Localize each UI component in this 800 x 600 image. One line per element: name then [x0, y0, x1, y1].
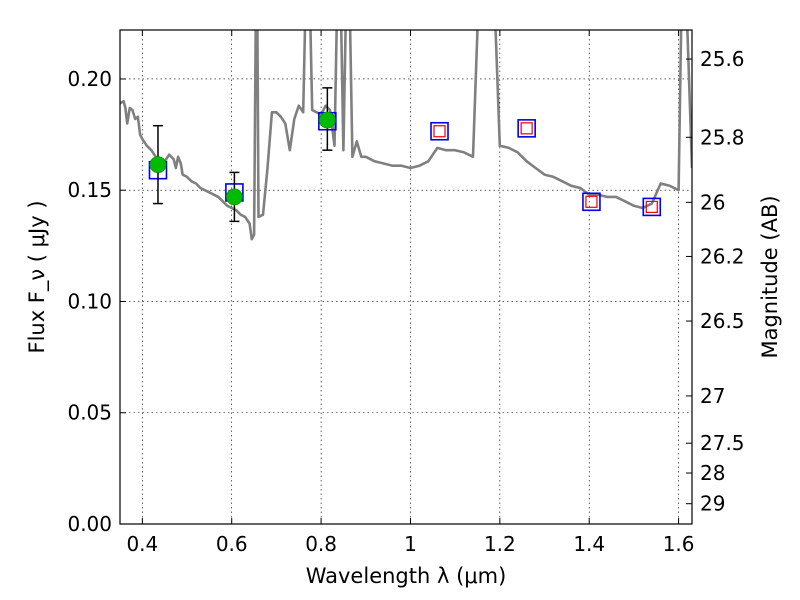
observed-point	[318, 111, 336, 129]
y-axis-label: Flux F_ν ( μJy )	[25, 200, 50, 353]
right-tick-label: 26.2	[700, 244, 745, 268]
x-tick-label: 0.8	[305, 532, 337, 556]
x-tick-label: 1.6	[663, 532, 695, 556]
grid	[120, 30, 692, 525]
y-tick-label: 0.20	[67, 67, 112, 91]
right-tick-labels: 25.6 25.8 26 26.2 26.5 27 27.5 28 29	[700, 47, 745, 516]
right-tick-label: 25.6	[700, 47, 745, 71]
x-tick-labels: 0.4 0.6 0.8 1 1.2 1.4 1.6	[126, 532, 694, 556]
model-photometry-marker	[642, 197, 662, 217]
x-tick-label: 0.6	[216, 532, 248, 556]
x-tick-label: 1.2	[484, 532, 516, 556]
nir-marker	[433, 125, 446, 138]
right-tick-label: 25.8	[700, 125, 745, 149]
x-tick-label: 1	[404, 532, 417, 556]
x-tick-label: 0.4	[126, 532, 158, 556]
model-photometry-marker	[517, 119, 536, 138]
model-photometry-marker	[582, 192, 601, 212]
right-tick-label: 27	[700, 384, 725, 408]
y-tick-label: 0.15	[67, 178, 112, 202]
observed-point	[225, 188, 243, 206]
data-points-layer	[148, 87, 662, 223]
x-tick-label: 1.4	[573, 532, 605, 556]
y-tick-label: 0.05	[67, 401, 112, 425]
y-tick-labels: 0.00 0.05 0.10 0.15 0.20	[67, 67, 112, 536]
plot-frame	[119, 29, 693, 525]
nir-marker	[645, 200, 658, 214]
right-tick-label: 27.5	[700, 431, 745, 455]
observed-point	[149, 156, 167, 174]
nir-marker	[520, 122, 533, 135]
y-tick-label: 0.10	[67, 289, 112, 313]
y-tick-label: 0.00	[67, 512, 112, 536]
sed-model-layer	[120, 30, 692, 241]
right-tick-label: 26	[700, 190, 725, 214]
ticks	[120, 30, 692, 525]
right-axis-label: Magnitude (AB)	[758, 195, 782, 358]
right-tick-label: 29	[700, 492, 725, 516]
model-photometry-marker	[430, 121, 449, 141]
right-tick-label: 28	[700, 461, 725, 485]
right-tick-label: 26.5	[700, 309, 745, 333]
x-axis-label: Wavelength λ (μm)	[306, 564, 507, 588]
sed-model-line	[120, 30, 692, 241]
nir-marker	[585, 195, 598, 208]
